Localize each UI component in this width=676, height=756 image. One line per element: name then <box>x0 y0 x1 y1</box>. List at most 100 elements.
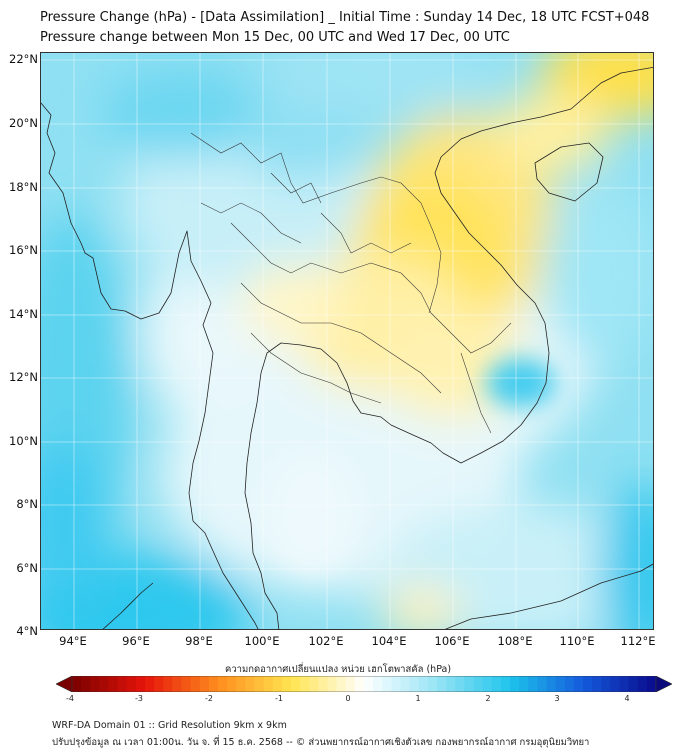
colorbar-cell <box>208 676 219 692</box>
colorbar-cell <box>263 676 274 692</box>
lon-label-108e: 108°E <box>497 634 533 648</box>
colorbar-cell <box>345 676 356 692</box>
colorbar-cell <box>190 676 201 692</box>
colorbar-tick: -3 <box>135 694 143 703</box>
lat-label-16n: 16°N <box>9 243 38 257</box>
colorbar-cell <box>391 676 401 692</box>
footer-model-info: WRF-DA Domain 01 :: Grid Resolution 9km … <box>52 720 287 731</box>
colorbar-tick: -4 <box>66 694 74 703</box>
admin-borders <box>190 132 512 434</box>
colorbar-cell <box>117 676 128 692</box>
map-canvas <box>41 53 653 629</box>
lat-label-8n: 8°N <box>16 497 38 511</box>
lat-label-12n: 12°N <box>9 370 38 384</box>
colorbar-cell <box>491 676 502 692</box>
colorbar-cell <box>99 676 109 692</box>
colorbar-cell <box>583 676 593 692</box>
lon-label-112e: 112°E <box>620 634 656 648</box>
colorbar-cell <box>81 676 91 692</box>
colorbar-cell <box>199 676 210 692</box>
colorbar-cell <box>437 676 447 692</box>
colorbar-max-arrow <box>655 676 672 692</box>
colorbar-cell <box>245 676 255 692</box>
colorbar-cell <box>482 676 493 692</box>
pressure-change-map <box>40 52 654 630</box>
colorbar-cell <box>72 676 82 692</box>
colorbar-cell <box>145 676 155 692</box>
colorbar-cell <box>537 676 547 692</box>
lat-label-6n: 6°N <box>16 561 38 575</box>
colorbar-cell <box>281 676 292 692</box>
colorbar-cell <box>90 676 100 692</box>
colorbar-cell <box>455 676 465 692</box>
colorbar-cell <box>227 676 237 692</box>
colorbar-title: ความกดอากาศเปลี่ยนแปลง หน่วย เฮกโตพาสคัล… <box>224 664 452 675</box>
colorbar-cell <box>409 676 420 692</box>
footer-credit: ปรับปรุงข้อมูล ณ เวลา 01:00น. วัน จ. ที่… <box>52 737 590 748</box>
colorbar-tick: -1 <box>275 694 283 703</box>
colorbar-cell <box>628 676 639 692</box>
colorbar-cell <box>528 676 538 692</box>
colorbar-cell <box>519 676 529 692</box>
lon-label-100e: 100°E <box>244 634 280 648</box>
colorbar-cell <box>637 676 648 692</box>
colorbar-cell <box>300 676 310 692</box>
colorbar-cell <box>135 676 146 692</box>
lon-label-94e: 94°E <box>59 634 87 648</box>
pressure-field <box>41 53 653 629</box>
colorbar-cell <box>218 676 228 692</box>
colorbar-cell <box>555 676 566 692</box>
colorbar-cell <box>272 676 283 692</box>
colorbar-cell <box>418 676 429 692</box>
colorbar-cell <box>336 676 347 692</box>
colorbar-tick: 4 <box>624 694 630 703</box>
colorbar <box>56 676 672 692</box>
colorbar-cell <box>309 676 319 692</box>
colorbar-tick: -2 <box>205 694 213 703</box>
lat-label-10n: 10°N <box>9 434 38 448</box>
colorbar-cell <box>108 676 119 692</box>
lat-label-22n: 22°N <box>9 52 38 66</box>
colorbar-cell <box>382 676 392 692</box>
colorbar-cell <box>546 676 557 692</box>
colorbar-cell <box>373 676 383 692</box>
colorbar-cell <box>601 676 611 692</box>
colorbar-cell <box>464 676 474 692</box>
colorbar-cell <box>573 676 584 692</box>
colorbar-tick: 0 <box>345 694 351 703</box>
lon-label-106e: 106°E <box>434 634 470 648</box>
colorbar-cell <box>646 676 657 692</box>
colorbar-cell <box>354 676 365 692</box>
colorbar-cell <box>181 676 192 692</box>
lon-label-110e: 110°E <box>559 634 595 648</box>
colorbar-cell <box>400 676 411 692</box>
lat-label-18n: 18°N <box>9 180 38 194</box>
colorbar-tick: 3 <box>554 694 560 703</box>
coastlines <box>41 66 653 629</box>
colorbar-cell <box>610 676 620 692</box>
colorbar-cell <box>163 676 173 692</box>
lat-label-4n: 4°N <box>16 624 38 638</box>
colorbar-cell <box>254 676 265 692</box>
lat-label-20n: 20°N <box>9 116 38 130</box>
colorbar-cell <box>592 676 602 692</box>
colorbar-cell <box>126 676 137 692</box>
colorbar-cell <box>364 676 374 692</box>
colorbar-cell <box>564 676 575 692</box>
graticule <box>41 53 653 629</box>
lon-label-98e: 98°E <box>185 634 213 648</box>
colorbar-cell <box>154 676 164 692</box>
lon-label-96e: 96°E <box>122 634 150 648</box>
colorbar-cell <box>500 676 511 692</box>
colorbar-cell <box>510 676 520 692</box>
colorbar-tick: 1 <box>415 694 421 703</box>
lon-label-104e: 104°E <box>371 634 407 648</box>
colorbar-cell <box>473 676 484 692</box>
colorbar-cell <box>327 676 338 692</box>
colorbar-tick: 2 <box>485 694 491 703</box>
map-subtitle: Pressure change between Mon 15 Dec, 00 U… <box>40 30 510 45</box>
colorbar-cell <box>619 676 630 692</box>
colorbar-cell <box>427 676 438 692</box>
colorbar-cells <box>71 676 657 692</box>
lon-label-102e: 102°E <box>308 634 344 648</box>
